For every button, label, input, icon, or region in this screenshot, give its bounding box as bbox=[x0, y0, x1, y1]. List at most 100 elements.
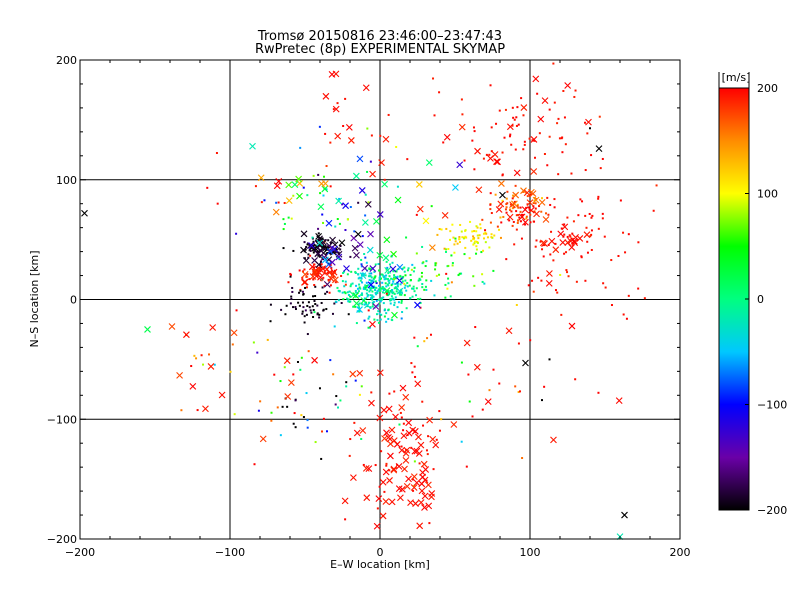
data-point-dot bbox=[344, 280, 347, 283]
data-point-cross bbox=[332, 105, 340, 113]
data-point-dot bbox=[361, 235, 364, 238]
data-point-dot bbox=[413, 266, 416, 269]
data-point-cross bbox=[334, 132, 342, 140]
data-point-dot bbox=[601, 212, 604, 215]
data-point-dot bbox=[391, 319, 394, 322]
data-point-dot bbox=[380, 450, 383, 453]
data-point-dot bbox=[337, 406, 340, 409]
data-point-cross bbox=[405, 429, 413, 437]
data-point-dot bbox=[547, 213, 550, 216]
data-point-dot bbox=[513, 243, 516, 246]
y-axis-label: N–S location [km] bbox=[28, 250, 41, 347]
data-point-cross bbox=[550, 436, 557, 444]
data-point-dot bbox=[512, 220, 515, 223]
data-point-dot bbox=[544, 212, 547, 215]
data-point-dot bbox=[564, 143, 567, 146]
data-point-dot bbox=[557, 117, 560, 120]
data-point-dot bbox=[601, 157, 604, 160]
data-point-dot bbox=[514, 148, 517, 151]
data-point-dot bbox=[473, 242, 476, 245]
data-point-cross bbox=[368, 399, 375, 407]
data-point-dot bbox=[305, 313, 308, 316]
data-point-dot bbox=[435, 274, 438, 277]
data-point-cross bbox=[382, 135, 390, 143]
data-point-dot bbox=[476, 234, 479, 237]
data-point-dot bbox=[325, 165, 328, 168]
data-point-dot bbox=[369, 275, 372, 278]
data-point-cross bbox=[315, 268, 323, 276]
data-point-cross bbox=[382, 254, 390, 262]
data-point-dot bbox=[358, 276, 361, 279]
data-point-dot bbox=[380, 273, 383, 276]
data-point-cross bbox=[322, 256, 329, 264]
data-point-dot bbox=[478, 234, 481, 237]
data-point-cross bbox=[389, 265, 397, 273]
data-point-cross bbox=[323, 265, 331, 273]
colorbar-ticks: 200 100 0 −100 −200 bbox=[718, 72, 787, 517]
data-point-dot bbox=[325, 272, 328, 275]
data-point-dot bbox=[321, 237, 324, 240]
data-point-dot bbox=[406, 158, 409, 161]
data-point-dot bbox=[313, 284, 316, 287]
data-point-dot bbox=[283, 201, 286, 204]
data-point-dot bbox=[334, 300, 337, 303]
data-point-dot bbox=[266, 338, 269, 341]
data-point-cross bbox=[360, 297, 368, 305]
data-point-cross bbox=[328, 258, 336, 266]
data-point-dot bbox=[396, 275, 399, 278]
data-point-dot bbox=[399, 411, 402, 414]
data-point-dot bbox=[215, 152, 218, 155]
colorbar: [m/s] 200 100 0 −100 −200 bbox=[718, 71, 787, 517]
data-point-cross bbox=[380, 406, 388, 414]
data-point-dot bbox=[425, 260, 428, 263]
data-point-dot bbox=[363, 319, 366, 322]
data-point-dot bbox=[522, 148, 525, 151]
data-point-dot bbox=[590, 216, 593, 219]
data-point-cross bbox=[382, 468, 390, 476]
data-point-dot bbox=[531, 279, 534, 282]
data-point-dot bbox=[368, 326, 371, 329]
data-point-dot bbox=[422, 261, 425, 264]
data-point-dot bbox=[567, 275, 570, 278]
data-point-dot bbox=[452, 236, 455, 239]
data-point-dot bbox=[302, 416, 305, 419]
data-point-dot bbox=[461, 236, 464, 239]
data-point-cross bbox=[364, 301, 371, 309]
data-point-cross bbox=[376, 414, 384, 422]
data-point-dot bbox=[471, 415, 474, 418]
data-point-dot bbox=[512, 194, 515, 197]
data-point-dot bbox=[475, 230, 478, 233]
data-point-dot bbox=[349, 285, 352, 288]
data-point-dot bbox=[389, 299, 392, 302]
data-point-dot bbox=[415, 213, 418, 216]
data-point-dot bbox=[457, 274, 460, 277]
data-point-dot bbox=[361, 293, 364, 296]
data-point-dot bbox=[534, 202, 537, 205]
data-point-dot bbox=[394, 286, 397, 289]
data-point-dot bbox=[458, 236, 461, 239]
y-tick-label: −200 bbox=[47, 533, 77, 546]
data-point-cross bbox=[373, 218, 380, 225]
data-point-dot bbox=[303, 315, 306, 318]
data-point-cross bbox=[532, 196, 540, 204]
data-point-cross bbox=[585, 118, 592, 126]
data-point-cross bbox=[522, 218, 529, 226]
data-point-dot bbox=[408, 284, 411, 287]
data-point-dot bbox=[444, 296, 447, 299]
data-point-dot bbox=[451, 223, 454, 226]
data-point-cross bbox=[526, 199, 534, 207]
data-point-dot bbox=[306, 304, 309, 307]
data-point-dot bbox=[598, 115, 601, 118]
data-point-dot bbox=[357, 273, 360, 276]
data-point-dot bbox=[361, 292, 364, 295]
data-point-dot bbox=[312, 308, 315, 311]
data-point-dot bbox=[360, 385, 363, 388]
data-point-cross bbox=[352, 172, 360, 180]
data-point-dot bbox=[425, 479, 428, 482]
data-point-cross bbox=[361, 219, 369, 226]
data-point-dot bbox=[396, 285, 399, 288]
data-point-dot bbox=[542, 255, 545, 258]
data-point-cross bbox=[561, 223, 569, 231]
data-point-dot bbox=[601, 217, 604, 220]
data-point-dot bbox=[603, 235, 606, 238]
